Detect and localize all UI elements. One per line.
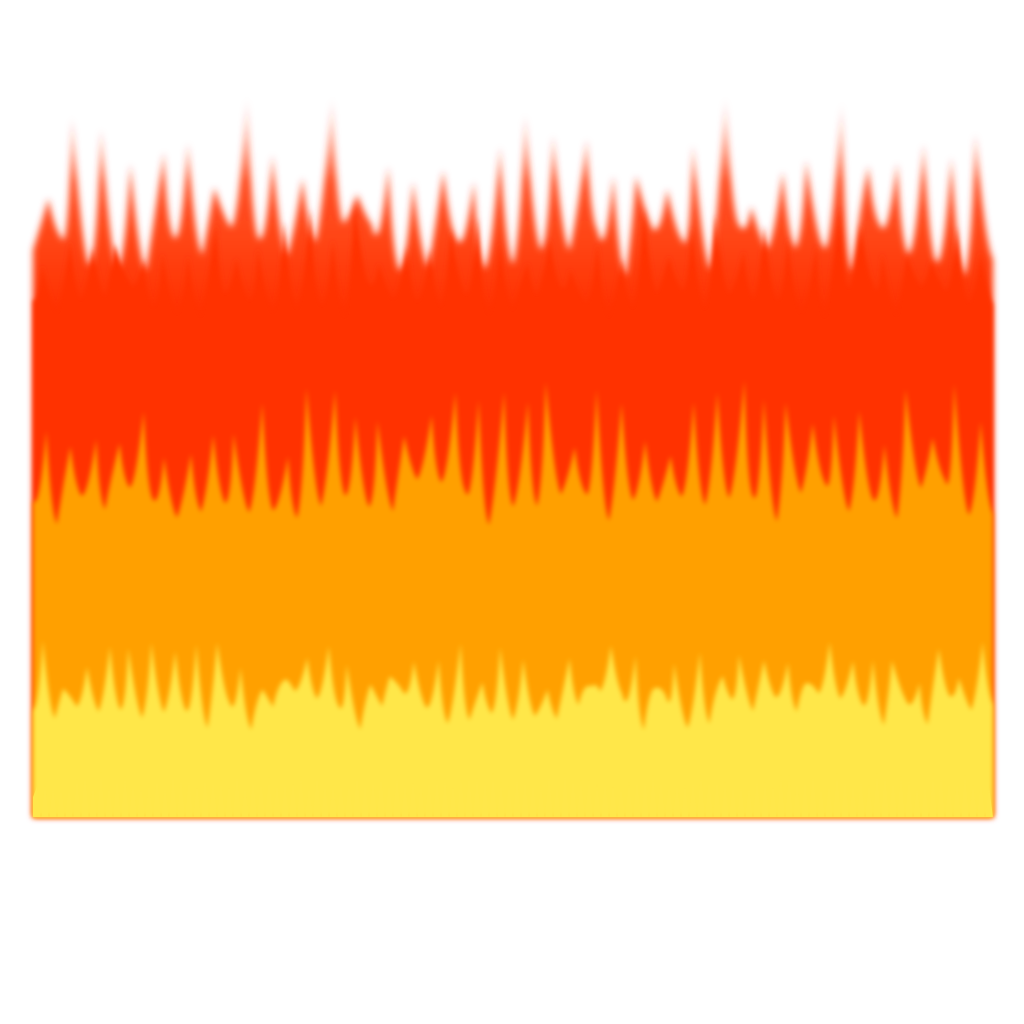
yellow-flame-layer — [33, 640, 993, 817]
